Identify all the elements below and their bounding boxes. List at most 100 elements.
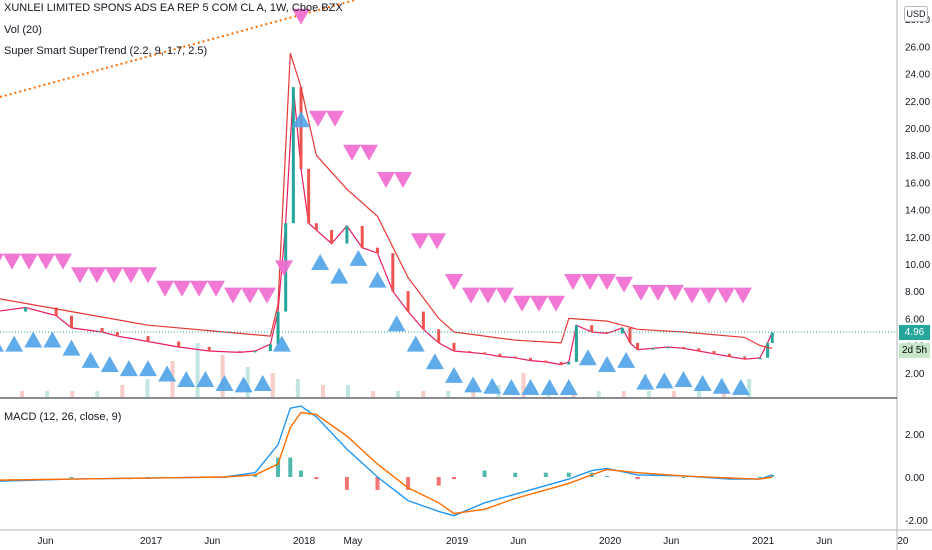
buy-signal-marker [253, 375, 272, 392]
candle [559, 361, 563, 365]
volume-bar [371, 391, 376, 397]
macd-histogram-bar [406, 477, 411, 490]
volume-bar [346, 385, 351, 397]
price-tick-label: 2.00 [905, 369, 925, 380]
candle [467, 351, 471, 353]
price-tick-label: 16.00 [905, 178, 930, 189]
supertrend-legend: Super Smart SuperTrend (2.2, 9, 1.7, 2.5… [4, 45, 208, 57]
volume-bar [747, 379, 752, 397]
macd-histogram-bar [276, 457, 281, 477]
candle [758, 357, 762, 360]
macd-histogram-bar [375, 477, 380, 490]
candle [628, 327, 632, 343]
buy-signal-marker [158, 365, 177, 382]
buy-signal-marker [349, 249, 368, 266]
time-tick-label: 2018 [293, 536, 316, 547]
macd-histogram-bar [452, 477, 456, 480]
candle [605, 332, 609, 334]
buy-signal-marker [655, 372, 674, 389]
sell-signal-marker [598, 274, 616, 290]
candle [574, 325, 578, 362]
buy-signal-marker [674, 370, 693, 387]
candle [697, 348, 701, 352]
price-tick-label: 10.00 [905, 260, 930, 271]
candle [498, 353, 502, 357]
candle [437, 329, 441, 343]
volume-bar [295, 379, 300, 397]
macd-histogram-bar [299, 470, 303, 477]
sell-signal-marker [292, 8, 310, 25]
macd-histogram-bar [436, 477, 441, 486]
bar-countdown-badge: 2d 5h [899, 343, 930, 358]
buy-signal-marker [177, 370, 196, 387]
volume-bar [95, 391, 100, 397]
price-close-line [0, 87, 773, 366]
candle [376, 247, 379, 254]
sell-signal-marker [190, 280, 208, 297]
price-tick-label: 6.00 [905, 314, 925, 325]
sell-signal-marker [343, 144, 361, 161]
last-price-badge: 4.96 [899, 325, 930, 340]
price-tick-label: 8.00 [905, 287, 925, 298]
buy-signal-marker [406, 335, 425, 352]
candle [421, 311, 425, 330]
time-tick-label: 2019 [446, 536, 469, 547]
buy-signal-marker [387, 315, 406, 332]
buy-signal-marker [24, 331, 43, 348]
sell-signal-marker [479, 287, 497, 304]
candle [529, 357, 532, 361]
time-tick-label: Jun [204, 536, 220, 547]
buy-signal-marker [617, 351, 636, 368]
buy-signal-marker [119, 360, 138, 377]
currency-badge[interactable]: USD [904, 6, 928, 22]
volume-bar [45, 391, 50, 397]
candle [238, 351, 242, 353]
buy-signal-marker [139, 360, 157, 377]
time-tick-label: 2021 [752, 536, 775, 547]
price-tick-label: 22.00 [905, 97, 930, 108]
buy-signal-marker [731, 379, 750, 395]
buy-signal-marker [559, 379, 578, 395]
buy-signal-marker [272, 335, 291, 352]
sell-signal-marker [122, 267, 140, 284]
candle [70, 315, 73, 328]
buy-signal-marker [62, 339, 81, 356]
buy-signal-marker [292, 111, 310, 128]
macd-histogram-bar [566, 472, 571, 477]
buy-signal-marker [445, 366, 463, 383]
candle [291, 87, 295, 224]
time-tick-label: Jun [37, 536, 53, 547]
chart-title: XUNLEI LIMITED SPONS ADS EA REP 5 COM CL… [4, 2, 343, 14]
macd-histogram-bar [288, 457, 293, 477]
candle [770, 332, 774, 343]
volume-bar [20, 391, 25, 397]
candle [299, 87, 303, 169]
sell-signal-marker [445, 274, 463, 290]
sell-signal-marker [309, 110, 327, 127]
volume-bar [621, 391, 626, 397]
sell-signal-marker [37, 253, 55, 270]
candle [620, 327, 624, 334]
buy-signal-marker [636, 373, 655, 390]
volume-bar [120, 385, 125, 397]
candle [54, 307, 58, 316]
volume-bar [396, 391, 401, 397]
sell-signal-marker [615, 276, 633, 293]
volume-bar [220, 355, 225, 397]
buy-signal-marker [540, 379, 559, 395]
time-tick-label: Jun [663, 536, 679, 547]
buy-signal-marker [100, 356, 119, 372]
candle [513, 356, 517, 358]
sell-signal-marker [326, 110, 344, 127]
candle [712, 351, 716, 354]
sell-signal-marker [360, 144, 378, 161]
macd-histogram-bar [758, 477, 762, 478]
macd-tick-label: 2.00 [905, 430, 925, 441]
sell-signal-marker [105, 267, 123, 284]
macd-histogram-bar [69, 477, 74, 478]
candle [360, 225, 364, 248]
volume-bar [421, 391, 426, 397]
sell-signal-marker [411, 233, 429, 250]
sell-signal-marker [717, 287, 735, 304]
